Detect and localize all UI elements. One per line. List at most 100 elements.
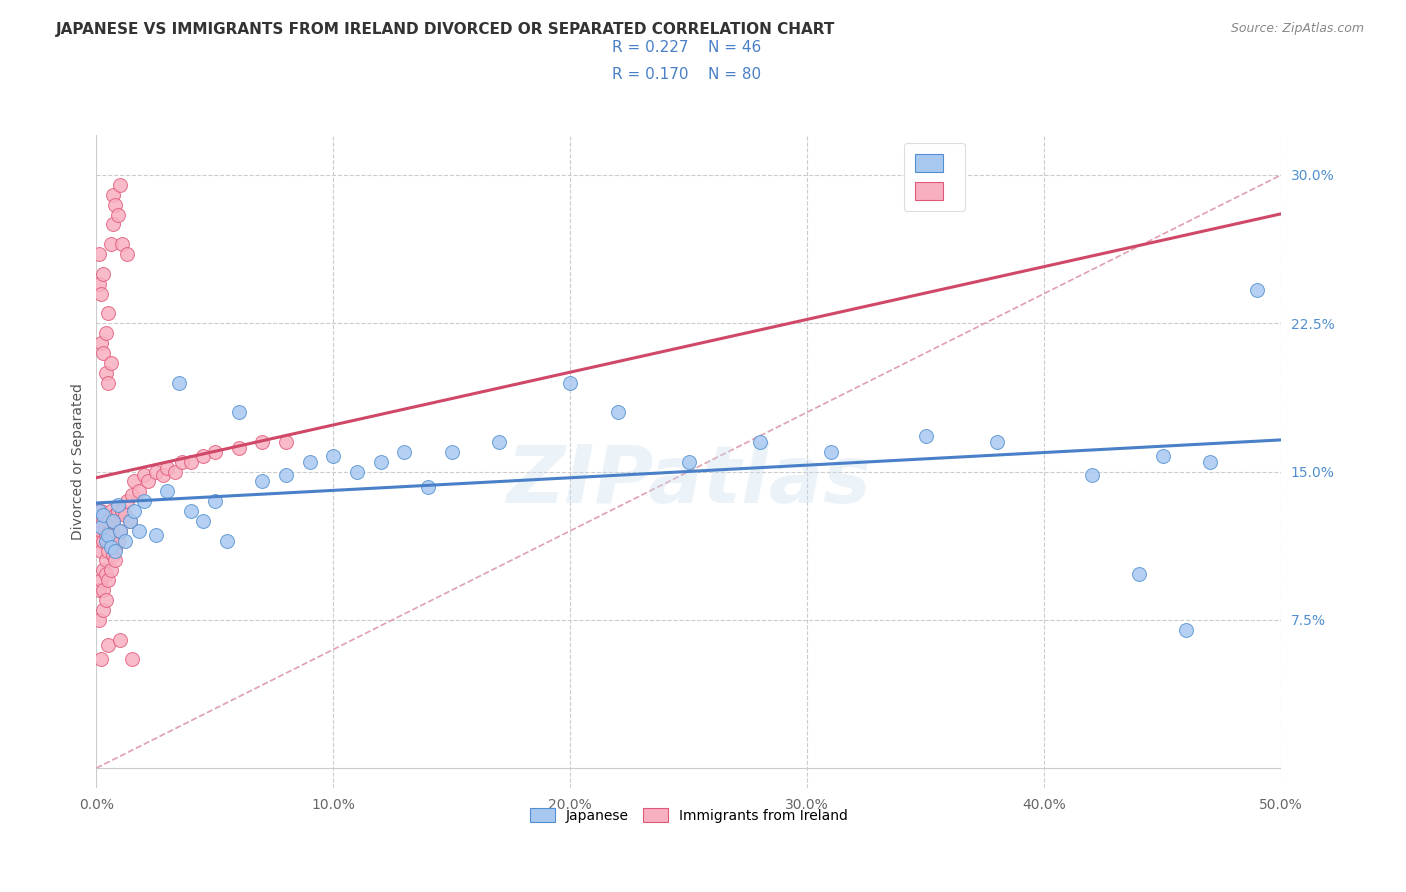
Point (90, 520, 112, 534)
Point (94, 366, 117, 380)
Point (132, 494, 155, 508)
Point (488, 434, 510, 449)
Point (97, 306, 120, 320)
Point (107, 504, 129, 518)
Point (94, 326, 117, 340)
Point (114, 508, 136, 522)
Point (228, 405, 250, 419)
Point (93, 346, 115, 360)
Point (100, 540, 122, 554)
Point (274, 468, 297, 483)
Point (138, 475, 160, 489)
Point (748, 434, 770, 449)
Point (97, 639, 120, 653)
Point (128, 484, 150, 499)
Point (93, 563, 115, 577)
Point (156, 484, 179, 499)
Point (104, 197, 127, 211)
Point (94, 533, 117, 548)
Point (156, 460, 179, 475)
Point (101, 528, 124, 542)
Point (87, 533, 110, 548)
Point (100, 533, 122, 548)
Point (322, 449, 344, 463)
Point (1246, 283, 1268, 297)
Point (101, 187, 124, 202)
Point (97, 376, 120, 390)
Point (416, 480, 439, 494)
Point (820, 444, 842, 458)
Point (121, 488, 143, 502)
Point (108, 632, 131, 647)
Point (114, 533, 136, 548)
Point (204, 444, 226, 458)
Point (87, 583, 110, 598)
Point (101, 514, 124, 528)
Y-axis label: Divorced or Separated: Divorced or Separated (72, 384, 86, 540)
Point (118, 514, 141, 528)
Point (370, 455, 392, 469)
Point (606, 405, 628, 419)
Point (90, 504, 112, 518)
Point (86, 528, 108, 542)
Point (97, 543, 120, 558)
Point (132, 468, 155, 483)
Point (204, 494, 226, 508)
Point (104, 508, 127, 522)
Point (86, 504, 108, 518)
Point (87, 277, 110, 291)
Point (93, 508, 115, 522)
Point (104, 540, 127, 554)
Point (252, 434, 274, 449)
Point (180, 504, 202, 518)
Point (97, 514, 120, 528)
Point (1175, 623, 1198, 637)
Point (346, 465, 368, 479)
Point (298, 455, 321, 469)
Point (94, 567, 117, 582)
Point (121, 652, 143, 666)
Point (914, 429, 936, 443)
Point (191, 449, 214, 463)
Point (100, 237, 122, 252)
Point (104, 543, 127, 558)
Point (440, 444, 463, 458)
Point (90, 543, 112, 558)
Text: R = 0.170    N = 80: R = 0.170 N = 80 (612, 67, 761, 82)
Point (94, 528, 117, 542)
Point (93, 583, 115, 598)
Point (986, 434, 1008, 449)
Point (100, 504, 122, 518)
Point (87, 613, 110, 627)
Point (104, 553, 127, 567)
Point (87, 247, 110, 261)
Point (163, 465, 186, 479)
Point (90, 336, 112, 351)
Point (145, 465, 167, 479)
Point (87, 504, 110, 518)
Point (252, 475, 274, 489)
Point (87, 514, 110, 528)
Point (94, 593, 117, 607)
Point (108, 524, 131, 538)
Point (111, 504, 134, 518)
Point (274, 434, 297, 449)
Point (170, 455, 193, 469)
Point (100, 524, 122, 538)
Point (93, 508, 115, 522)
Point (560, 376, 582, 390)
Point (101, 548, 124, 562)
Point (90, 652, 112, 666)
Point (152, 468, 174, 483)
Point (145, 528, 167, 542)
Point (169, 376, 191, 390)
Point (215, 533, 238, 548)
Point (1128, 567, 1150, 582)
Point (93, 267, 115, 281)
Point (111, 237, 134, 252)
Point (97, 533, 120, 548)
Point (93, 603, 115, 617)
Point (678, 455, 700, 469)
Point (180, 455, 202, 469)
Point (90, 524, 112, 538)
